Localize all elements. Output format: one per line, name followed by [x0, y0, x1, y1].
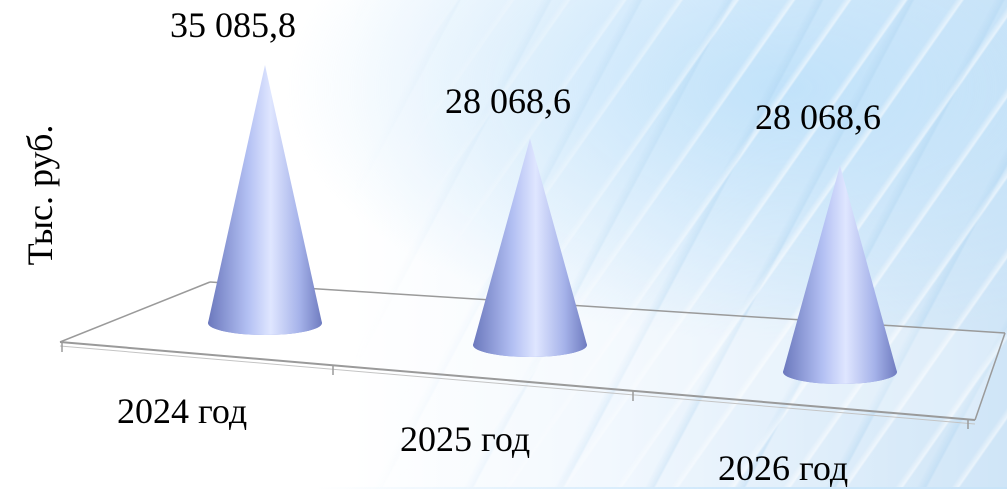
- floor-front-edge: [59, 341, 976, 421]
- value-label-2024: 35 085,8: [170, 5, 296, 45]
- floor-right-edge: [974, 332, 1006, 421]
- category-label-2024: 2024 год: [117, 391, 248, 431]
- value-label-2026: 28 068,6: [755, 97, 881, 137]
- cone-body: [473, 138, 587, 357]
- category-label-2025: 2025 год: [400, 419, 531, 459]
- cone-bar-2: [473, 138, 587, 357]
- category-label-2026: 2026 год: [718, 448, 849, 488]
- cone-body: [208, 65, 322, 335]
- floor-front-depth: [59, 345, 976, 425]
- cone-bar-1: [208, 65, 322, 335]
- cone-body: [783, 165, 897, 384]
- floor-left-edge: [59, 281, 211, 343]
- y-axis-label: Тыс. руб.: [20, 124, 60, 266]
- value-label-2025: 28 068,6: [445, 81, 571, 121]
- cone-bar-3: [783, 165, 897, 384]
